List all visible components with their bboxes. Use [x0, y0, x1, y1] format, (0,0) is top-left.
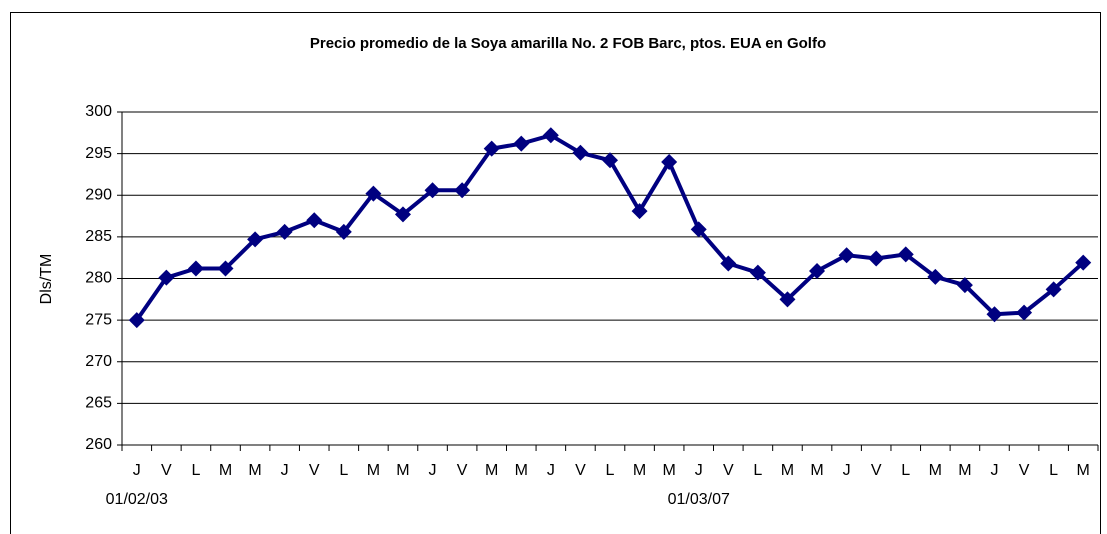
x-tick-label: L: [339, 462, 348, 479]
y-tick-label: 265: [85, 395, 112, 412]
y-tick-label: 300: [85, 103, 112, 120]
x-tick-label: M: [810, 462, 823, 479]
marker: [690, 221, 707, 238]
x-date-label: 01/02/03: [106, 491, 168, 508]
y-tick-label: 260: [85, 436, 112, 453]
x-tick-label: M: [396, 462, 409, 479]
x-tick-label: V: [723, 462, 734, 479]
y-tick-label: 285: [85, 228, 112, 245]
marker: [749, 264, 766, 281]
x-tick-label: V: [309, 462, 320, 479]
x-tick-label: J: [547, 462, 555, 479]
marker: [661, 153, 678, 170]
x-tick-label: M: [485, 462, 498, 479]
chart-title: Precio promedio de la Soya amarilla No. …: [310, 35, 826, 52]
x-tick-label: V: [1019, 462, 1030, 479]
marker: [897, 246, 914, 263]
marker: [927, 268, 944, 285]
x-tick-label: L: [753, 462, 762, 479]
marker: [1075, 254, 1092, 271]
x-tick-label: V: [457, 462, 468, 479]
x-tick-label: J: [133, 462, 141, 479]
marker: [187, 260, 204, 277]
x-tick-label: J: [281, 462, 289, 479]
marker: [779, 291, 796, 308]
y-tick-label: 270: [85, 353, 112, 370]
marker: [1045, 281, 1062, 298]
marker: [956, 277, 973, 294]
marker: [1016, 304, 1033, 321]
marker: [454, 182, 471, 199]
marker: [720, 255, 737, 272]
marker: [306, 212, 323, 229]
marker: [483, 140, 500, 157]
x-tick-label: J: [990, 462, 998, 479]
marker: [631, 203, 648, 220]
x-tick-label: V: [161, 462, 172, 479]
marker: [424, 182, 441, 199]
y-tick-label: 290: [85, 186, 112, 203]
marker: [247, 231, 264, 248]
marker: [276, 223, 293, 240]
x-tick-label: V: [871, 462, 882, 479]
x-tick-label: J: [695, 462, 703, 479]
marker: [128, 312, 145, 329]
x-tick-label: L: [901, 462, 910, 479]
marker: [809, 263, 826, 280]
x-tick-label: M: [219, 462, 232, 479]
x-tick-label: V: [575, 462, 586, 479]
x-tick-label: J: [429, 462, 437, 479]
y-tick-label: 295: [85, 145, 112, 162]
x-tick-label: M: [1077, 462, 1090, 479]
marker: [335, 223, 352, 240]
x-tick-label: M: [929, 462, 942, 479]
x-tick-label: M: [958, 462, 971, 479]
marker: [572, 144, 589, 161]
marker: [217, 260, 234, 277]
marker: [542, 127, 559, 144]
y-tick-label: 275: [85, 311, 112, 328]
y-tick-label: 280: [85, 270, 112, 287]
frame: [10, 12, 1101, 534]
x-tick-label: M: [248, 462, 261, 479]
marker: [365, 185, 382, 202]
x-tick-label: M: [515, 462, 528, 479]
marker: [513, 135, 530, 152]
marker: [394, 206, 411, 223]
x-tick-label: L: [191, 462, 200, 479]
x-tick-label: L: [1049, 462, 1058, 479]
x-tick-label: M: [662, 462, 675, 479]
x-date-label: 01/03/07: [668, 491, 730, 508]
x-tick-label: L: [606, 462, 615, 479]
y-axis-label: Dls/TM: [38, 254, 55, 305]
x-tick-label: J: [843, 462, 851, 479]
marker: [602, 152, 618, 169]
marker: [158, 269, 175, 286]
x-tick-label: M: [367, 462, 380, 479]
marker: [868, 250, 885, 267]
x-tick-label: M: [781, 462, 794, 479]
marker: [838, 247, 855, 264]
x-tick-label: M: [633, 462, 646, 479]
marker: [986, 306, 1003, 323]
